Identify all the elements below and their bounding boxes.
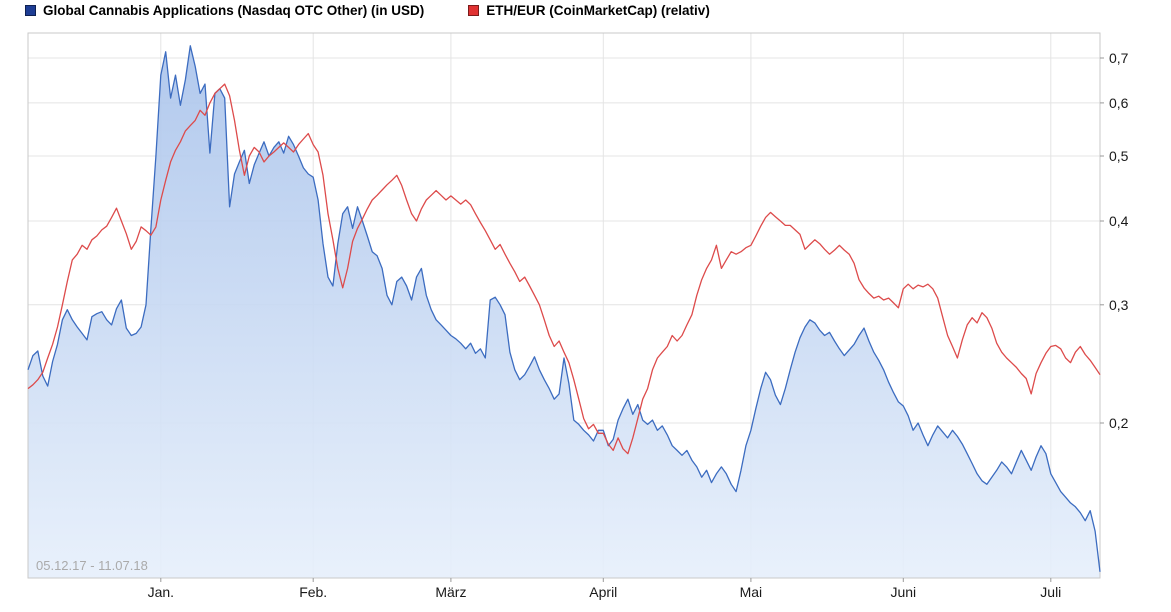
series-swatch-red-icon: [468, 5, 480, 16]
y-tick-label: 0,3: [1109, 297, 1129, 313]
y-tick-label: 0,5: [1109, 148, 1129, 164]
series-area-gcac: [28, 45, 1100, 579]
y-tick-label: 0,4: [1109, 213, 1129, 229]
x-tick-label: Mai: [740, 584, 763, 600]
y-tick-label: 0,7: [1109, 50, 1129, 66]
y-tick-label: 0,6: [1109, 95, 1129, 111]
series-line-eth-eur: [27, 83, 1101, 455]
date-range-label: 05.12.17 - 11.07.18: [36, 558, 148, 573]
y-axis-labels: 0,2 0,3 0,4 0,5 0,6 0,7: [1100, 50, 1129, 431]
plot-border: [27, 32, 1101, 579]
x-axis-labels: Jan. Feb. März April Mai Juni Juli: [148, 578, 1061, 600]
series-line-gcac: [27, 45, 1101, 572]
y-tick-label: 0,2: [1109, 415, 1129, 431]
x-tick-label: Feb.: [299, 584, 327, 600]
x-tick-label: Juni: [890, 584, 916, 600]
legend-item-eth-eur: ETH/EUR (CoinMarketCap) (relativ): [468, 3, 710, 18]
chart-legend: Global Cannabis Applications (Nasdaq OTC…: [25, 3, 710, 18]
x-tick-label: April: [589, 584, 617, 600]
legend-item-gcac: Global Cannabis Applications (Nasdaq OTC…: [25, 3, 424, 18]
legend-label-eth-eur: ETH/EUR (CoinMarketCap) (relativ): [486, 3, 710, 18]
x-tick-label: Juli: [1040, 584, 1061, 600]
series-swatch-blue-icon: [25, 5, 36, 16]
legend-label-gcac: Global Cannabis Applications (Nasdaq OTC…: [43, 3, 425, 18]
x-tick-label: März: [435, 584, 466, 600]
x-tick-label: Jan.: [148, 584, 174, 600]
